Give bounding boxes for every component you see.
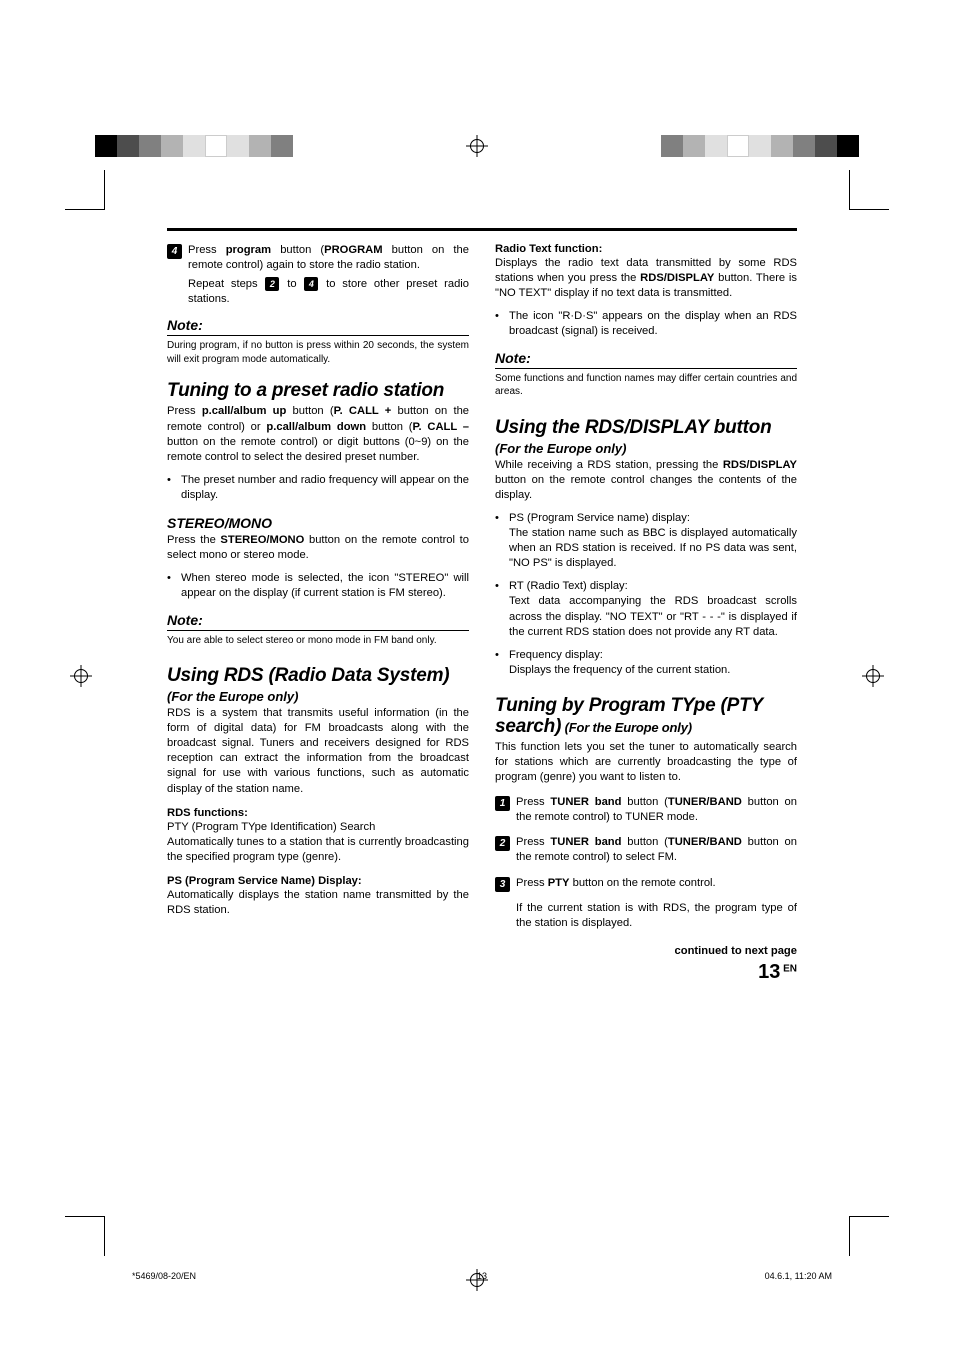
body-text: Press the STEREO/MONO button on the remo… — [167, 533, 469, 563]
continued-label: continued to next page — [495, 945, 797, 957]
note-label: Note: — [495, 350, 797, 369]
footer-right: 04.6.1, 11:20 AM — [765, 1271, 832, 1281]
step-2: 2 Press TUNER band button (TUNER/BAND bu… — [495, 835, 797, 865]
crop-mark — [65, 1216, 105, 1256]
step-number-icon: 2 — [265, 277, 279, 291]
note-label: Note: — [167, 612, 469, 631]
text-bold: program — [226, 244, 271, 256]
crop-mark — [849, 1216, 889, 1256]
label-ps-display: PS (Program Service Name) Display: — [167, 875, 469, 887]
right-column: Radio Text function: Displays the radio … — [495, 243, 797, 984]
body-text: Press p.call/album up button (P. CALL + … — [167, 404, 469, 464]
text: to — [280, 278, 303, 290]
heading-pty-search: Tuning by Program TYpe (PTY search) (For… — [495, 696, 797, 738]
body-text: This function lets you set the tuner to … — [495, 740, 797, 785]
colorbar-right — [661, 135, 859, 157]
step-number-icon: 4 — [304, 277, 318, 291]
crosshair-top — [466, 135, 488, 157]
page-content: 4 Press program button (PROGRAM button o… — [167, 228, 797, 984]
body-text: PTY (Program TYpe Identification) Search — [167, 820, 469, 835]
subheading: (For the Europe only) — [167, 689, 469, 704]
crop-mark — [65, 170, 105, 210]
colorbar-left — [95, 135, 293, 157]
note-text: Some functions and function names may di… — [495, 372, 797, 399]
label-radio-text: Radio Text function: — [495, 243, 797, 255]
heading-tuning-preset: Tuning to a preset radio station — [167, 380, 469, 402]
step-number-icon: 2 — [495, 836, 510, 851]
body-text: While receiving a RDS station, pressing … — [495, 458, 797, 503]
label-rds-functions: RDS functions: — [167, 807, 469, 819]
crosshair-right — [862, 665, 884, 687]
step-number-icon: 4 — [167, 244, 182, 259]
bullet: •When stereo mode is selected, the icon … — [167, 571, 469, 601]
body-text: RDS is a system that transmits useful in… — [167, 706, 469, 797]
note-text: During program, if no button is press wi… — [167, 339, 469, 366]
bullet: • Frequency display:Displays the frequen… — [495, 648, 797, 678]
page-number: 13 EN — [495, 961, 797, 984]
heading-rds: Using RDS (Radio Data System) — [167, 665, 469, 687]
crosshair-bottom — [466, 1269, 488, 1291]
text: Press — [188, 244, 226, 256]
note-label: Note: — [167, 317, 469, 336]
step-number-icon: 3 — [495, 877, 510, 892]
bullet: •The preset number and radio frequency w… — [167, 473, 469, 503]
step-number-icon: 1 — [495, 796, 510, 811]
step-1: 1 Press TUNER band button (TUNER/BAND bu… — [495, 795, 797, 825]
left-column: 4 Press program button (PROGRAM button o… — [167, 243, 469, 984]
bullet: • PS (Program Service name) display:The … — [495, 511, 797, 571]
top-rule — [167, 228, 797, 231]
body-text: Displays the radio text data transmitted… — [495, 256, 797, 301]
body-text: Automatically tunes to a station that is… — [167, 835, 469, 865]
heading-rds-display: Using the RDS/DISPLAY button — [495, 417, 797, 439]
subheading: (For the Europe only) — [495, 441, 797, 456]
text-bold: PROGRAM — [324, 244, 382, 256]
bullet: • RT (Radio Text) display:Text data acco… — [495, 579, 797, 639]
registration-top — [0, 135, 954, 157]
text: button ( — [271, 244, 324, 256]
note-text: You are able to select stereo or mono mo… — [167, 634, 469, 648]
footer-left: *5469/08-20/EN — [132, 1271, 196, 1281]
heading-stereo-mono: STEREO/MONO — [167, 515, 469, 531]
crop-mark — [849, 170, 889, 210]
body-text: Automatically displays the station name … — [167, 888, 469, 918]
step-3: 3 Press PTY button on the remote control… — [495, 876, 797, 931]
step-4: 4 Press program button (PROGRAM button o… — [167, 243, 469, 307]
crosshair-left — [70, 665, 92, 687]
bullet: •The icon "R·D·S" appears on the display… — [495, 309, 797, 339]
text: Repeat steps — [188, 278, 264, 290]
